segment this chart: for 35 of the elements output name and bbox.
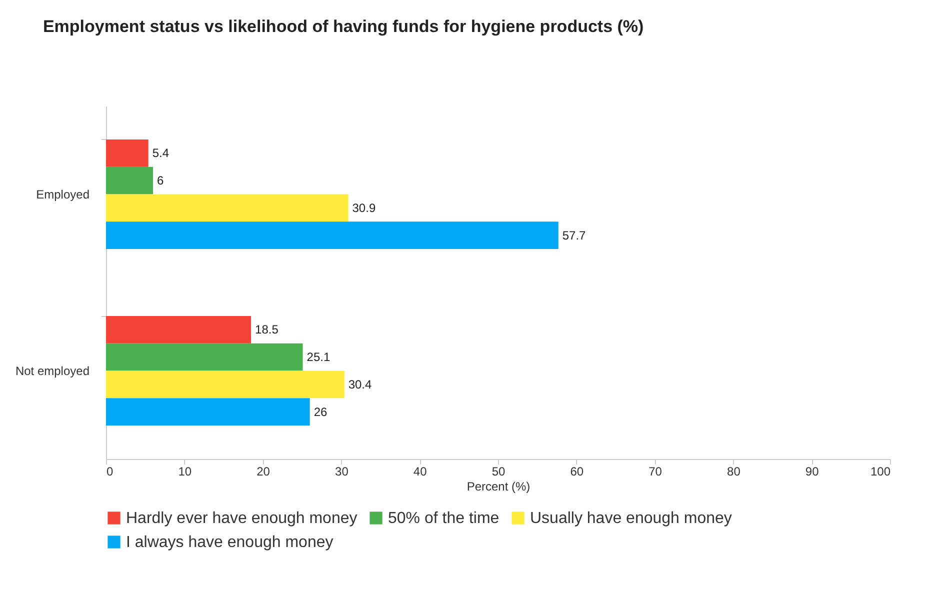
chart-title: Employment status vs likelihood of having funds for hygiene products (%) (42, 17, 644, 36)
x-tick-label: 20 (256, 464, 270, 478)
legend-label: Hardly ever have enough money (126, 510, 358, 527)
x-tick-label: 50 (492, 464, 506, 478)
x-tick-label: 0 (106, 464, 114, 478)
data-label: 5.4 (152, 146, 170, 160)
bar (106, 222, 558, 249)
x-tick-label: 100 (870, 464, 891, 478)
legend-label: I always have enough money (126, 534, 334, 551)
bar (106, 194, 348, 222)
bar (106, 343, 303, 371)
x-tick-label: 80 (727, 464, 741, 478)
x-tick-label: 30 (335, 464, 349, 478)
x-axis-title: Percent (%) (466, 480, 530, 494)
x-tick-label: 60 (570, 464, 584, 478)
y-tick-label: Not employed (15, 364, 90, 378)
x-tick-label: 10 (178, 464, 192, 478)
data-label: 6 (157, 174, 164, 188)
data-label: 57.7 (562, 228, 586, 242)
data-label: 18.5 (255, 322, 279, 337)
data-label: 26 (314, 404, 328, 419)
data-label: 25.1 (306, 350, 330, 364)
y-tick-label: Employed (36, 187, 90, 202)
bar (106, 140, 148, 167)
data-label: 30.9 (352, 200, 376, 215)
data-label: 30.4 (348, 377, 372, 392)
bar (106, 166, 154, 194)
x-tick-label: 70 (648, 464, 662, 478)
bar (106, 370, 344, 398)
legend-label: 50% of the time (388, 510, 500, 527)
x-tick-label: 90 (805, 464, 820, 478)
x-tick-label: 40 (413, 464, 428, 478)
legend-label: Usually have enough money (530, 510, 732, 527)
bar (106, 398, 310, 426)
bar (106, 316, 252, 344)
